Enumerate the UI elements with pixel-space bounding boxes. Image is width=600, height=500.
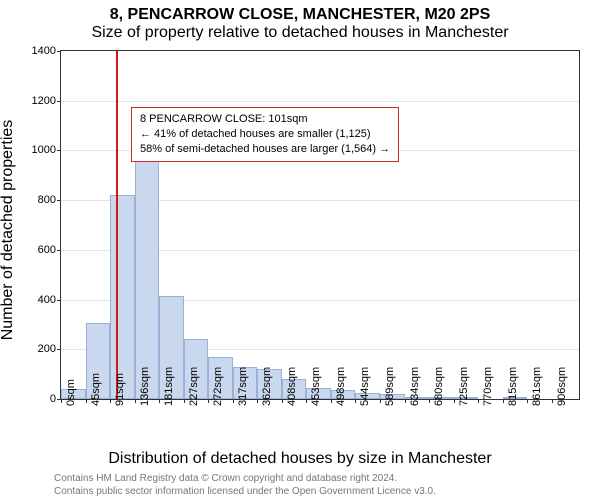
y-tick-label: 1200 xyxy=(20,95,56,107)
x-tick-label: 453sqm xyxy=(310,367,322,406)
x-tick-mark xyxy=(135,399,136,403)
x-tick-mark xyxy=(429,399,430,403)
annotation-line-1: 8 PENCARROW CLOSE: 101sqm xyxy=(140,112,390,127)
x-tick-label: 634sqm xyxy=(409,367,421,406)
x-tick-mark xyxy=(184,399,185,403)
y-tick-mark xyxy=(57,300,61,301)
chart-subtitle: Size of property relative to detached ho… xyxy=(0,24,600,42)
y-tick-mark xyxy=(57,200,61,201)
x-tick-label: 770sqm xyxy=(482,367,494,406)
x-tick-label: 906sqm xyxy=(556,367,568,406)
x-tick-mark xyxy=(86,399,87,403)
footer-attribution: Contains HM Land Registry data © Crown c… xyxy=(54,473,592,498)
y-tick-label: 200 xyxy=(20,343,56,355)
x-tick-mark xyxy=(405,399,406,403)
x-tick-mark xyxy=(355,399,356,403)
x-axis-label: Distribution of detached houses by size … xyxy=(0,450,600,468)
annotation-box: 8 PENCARROW CLOSE: 101sqm ← 41% of detac… xyxy=(131,107,399,162)
x-tick-mark xyxy=(478,399,479,403)
annotation-line-2: ← 41% of detached houses are smaller (1,… xyxy=(140,127,390,142)
histogram-bar xyxy=(135,132,160,399)
histogram-bar xyxy=(110,195,135,399)
chart-container: 8, PENCARROW CLOSE, MANCHESTER, M20 2PS … xyxy=(0,0,600,500)
x-tick-mark xyxy=(380,399,381,403)
x-tick-label: 362sqm xyxy=(261,367,273,406)
y-tick-label: 400 xyxy=(20,294,56,306)
x-tick-mark xyxy=(159,399,160,403)
x-tick-mark xyxy=(454,399,455,403)
x-tick-label: 181sqm xyxy=(163,367,175,406)
x-tick-label: 544sqm xyxy=(359,367,371,406)
y-tick-label: 0 xyxy=(20,393,56,405)
y-tick-mark xyxy=(57,150,61,151)
x-tick-label: 317sqm xyxy=(237,367,249,406)
plot-area: 8 PENCARROW CLOSE: 101sqm ← 41% of detac… xyxy=(60,50,580,400)
x-tick-mark xyxy=(527,399,528,403)
x-tick-label: 91sqm xyxy=(114,373,126,406)
x-tick-mark xyxy=(208,399,209,403)
x-tick-mark xyxy=(331,399,332,403)
x-tick-label: 136sqm xyxy=(139,367,151,406)
x-tick-mark xyxy=(552,399,553,403)
y-axis-label: Number of detached properties xyxy=(0,120,17,341)
footer-line-1: Contains HM Land Registry data © Crown c… xyxy=(54,473,592,486)
x-tick-label: 45sqm xyxy=(90,373,102,406)
chart-title: 8, PENCARROW CLOSE, MANCHESTER, M20 2PS xyxy=(0,6,600,24)
x-tick-label: 272sqm xyxy=(212,367,224,406)
x-tick-mark xyxy=(110,399,111,403)
y-tick-label: 800 xyxy=(20,194,56,206)
x-tick-mark xyxy=(257,399,258,403)
x-tick-label: 408sqm xyxy=(286,367,298,406)
y-tick-mark xyxy=(57,51,61,52)
x-tick-label: 227sqm xyxy=(188,367,200,406)
x-tick-mark xyxy=(233,399,234,403)
x-tick-mark xyxy=(503,399,504,403)
x-tick-mark xyxy=(61,399,62,403)
footer-line-2: Contains public sector information licen… xyxy=(54,486,592,499)
x-tick-label: 815sqm xyxy=(507,367,519,406)
x-tick-label: 725sqm xyxy=(458,367,470,406)
y-tick-mark xyxy=(57,250,61,251)
marker-line xyxy=(116,51,118,399)
x-tick-label: 861sqm xyxy=(531,367,543,406)
y-tick-label: 1400 xyxy=(20,45,56,57)
y-tick-mark xyxy=(57,349,61,350)
x-tick-mark xyxy=(282,399,283,403)
x-tick-label: 0sqm xyxy=(65,379,77,406)
x-tick-label: 498sqm xyxy=(335,367,347,406)
annotation-line-3: 58% of semi-detached houses are larger (… xyxy=(140,142,390,157)
x-tick-mark xyxy=(306,399,307,403)
x-tick-label: 680sqm xyxy=(433,367,445,406)
gridline xyxy=(61,101,579,102)
y-tick-mark xyxy=(57,101,61,102)
x-tick-label: 589sqm xyxy=(384,367,396,406)
y-tick-label: 600 xyxy=(20,244,56,256)
y-tick-label: 1000 xyxy=(20,144,56,156)
